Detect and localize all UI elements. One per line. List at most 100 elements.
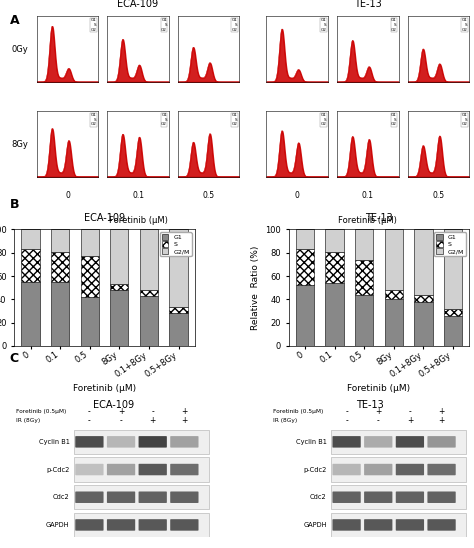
Text: 0.1: 0.1 bbox=[132, 191, 144, 200]
Text: Cyclin B1: Cyclin B1 bbox=[39, 439, 70, 445]
FancyBboxPatch shape bbox=[107, 492, 135, 503]
Bar bbox=[355, 295, 374, 346]
Bar bbox=[355, 230, 374, 260]
FancyBboxPatch shape bbox=[332, 464, 361, 475]
Text: IR (8Gy): IR (8Gy) bbox=[273, 418, 298, 423]
FancyBboxPatch shape bbox=[138, 464, 167, 475]
Text: GAPDH: GAPDH bbox=[46, 522, 70, 528]
X-axis label: Foretinib (μM): Foretinib (μM) bbox=[73, 384, 136, 393]
FancyBboxPatch shape bbox=[332, 519, 361, 530]
Bar bbox=[81, 256, 99, 297]
FancyBboxPatch shape bbox=[107, 464, 135, 475]
Text: -: - bbox=[119, 416, 122, 425]
FancyBboxPatch shape bbox=[73, 513, 209, 537]
FancyBboxPatch shape bbox=[364, 492, 392, 503]
FancyBboxPatch shape bbox=[428, 519, 456, 530]
Text: +: + bbox=[438, 416, 445, 425]
Text: G1
S
G2: G1 S G2 bbox=[161, 19, 167, 32]
FancyBboxPatch shape bbox=[364, 436, 392, 448]
Text: +: + bbox=[438, 407, 445, 416]
Bar bbox=[81, 230, 99, 256]
Text: G1
S
G2: G1 S G2 bbox=[232, 113, 237, 127]
Text: C: C bbox=[9, 352, 18, 365]
Bar bbox=[140, 296, 158, 346]
Text: p-Cdc2: p-Cdc2 bbox=[46, 466, 70, 472]
Bar bbox=[444, 230, 462, 309]
Title: ECA-109: ECA-109 bbox=[84, 213, 125, 223]
Bar bbox=[21, 230, 40, 249]
FancyBboxPatch shape bbox=[396, 464, 424, 475]
Legend: G1, S, G2/M: G1, S, G2/M bbox=[160, 232, 191, 256]
Bar bbox=[296, 286, 314, 346]
FancyBboxPatch shape bbox=[107, 519, 135, 530]
FancyBboxPatch shape bbox=[170, 492, 199, 503]
Text: 0: 0 bbox=[295, 191, 300, 200]
FancyBboxPatch shape bbox=[331, 485, 466, 509]
Text: 0Gy: 0Gy bbox=[11, 44, 28, 54]
Text: 0.5: 0.5 bbox=[202, 191, 215, 200]
Text: G1
S
G2: G1 S G2 bbox=[91, 19, 97, 32]
FancyBboxPatch shape bbox=[73, 430, 209, 454]
Text: +: + bbox=[181, 416, 188, 425]
Text: G1
S
G2: G1 S G2 bbox=[232, 19, 237, 32]
Text: -: - bbox=[345, 407, 348, 416]
FancyBboxPatch shape bbox=[138, 436, 167, 448]
Bar bbox=[384, 230, 403, 290]
Text: 0.1: 0.1 bbox=[362, 191, 374, 200]
Text: Foretinib (μM): Foretinib (μM) bbox=[338, 216, 397, 225]
Legend: G1, S, G2/M: G1, S, G2/M bbox=[434, 232, 466, 256]
Text: +: + bbox=[149, 416, 156, 425]
FancyBboxPatch shape bbox=[138, 492, 167, 503]
FancyBboxPatch shape bbox=[75, 519, 103, 530]
Text: +: + bbox=[181, 407, 188, 416]
FancyBboxPatch shape bbox=[331, 458, 466, 482]
FancyBboxPatch shape bbox=[75, 464, 103, 475]
FancyBboxPatch shape bbox=[364, 519, 392, 530]
Bar bbox=[414, 295, 433, 301]
Bar bbox=[384, 290, 403, 299]
Text: Foretinib (0.5μM): Foretinib (0.5μM) bbox=[273, 409, 324, 414]
Bar bbox=[444, 309, 462, 316]
FancyBboxPatch shape bbox=[138, 519, 167, 530]
FancyBboxPatch shape bbox=[73, 458, 209, 482]
Bar bbox=[21, 249, 40, 282]
FancyBboxPatch shape bbox=[364, 464, 392, 475]
Bar bbox=[169, 230, 188, 307]
Bar bbox=[325, 252, 344, 283]
Bar bbox=[384, 299, 403, 346]
FancyBboxPatch shape bbox=[331, 430, 466, 454]
Text: G1
S
G2: G1 S G2 bbox=[462, 113, 467, 127]
Text: Cdc2: Cdc2 bbox=[53, 494, 70, 500]
FancyBboxPatch shape bbox=[170, 464, 199, 475]
Bar bbox=[110, 290, 128, 346]
X-axis label: Foretinib (μM): Foretinib (μM) bbox=[347, 384, 410, 393]
Bar bbox=[355, 260, 374, 295]
Bar bbox=[325, 230, 344, 252]
Text: p-Cdc2: p-Cdc2 bbox=[303, 466, 327, 472]
FancyBboxPatch shape bbox=[73, 485, 209, 509]
Text: ECA-109: ECA-109 bbox=[92, 400, 134, 410]
Title: TE-13: TE-13 bbox=[365, 213, 393, 223]
Text: B: B bbox=[9, 198, 19, 212]
Text: -: - bbox=[409, 407, 411, 416]
Bar bbox=[169, 307, 188, 313]
Text: G1
S
G2: G1 S G2 bbox=[320, 113, 326, 127]
Text: GAPDH: GAPDH bbox=[303, 522, 327, 528]
Bar bbox=[81, 297, 99, 346]
Bar bbox=[325, 283, 344, 346]
Text: -: - bbox=[377, 416, 380, 425]
Bar bbox=[51, 282, 69, 346]
Text: G1
S
G2: G1 S G2 bbox=[462, 19, 467, 32]
Bar bbox=[51, 230, 69, 252]
Bar bbox=[414, 230, 433, 295]
Text: -: - bbox=[88, 416, 91, 425]
Text: -: - bbox=[151, 407, 154, 416]
FancyBboxPatch shape bbox=[170, 519, 199, 530]
Bar bbox=[51, 252, 69, 282]
FancyBboxPatch shape bbox=[75, 492, 103, 503]
Text: -: - bbox=[88, 407, 91, 416]
Text: Cyclin B1: Cyclin B1 bbox=[296, 439, 327, 445]
Bar bbox=[21, 282, 40, 346]
Bar bbox=[414, 301, 433, 346]
Bar bbox=[110, 284, 128, 290]
